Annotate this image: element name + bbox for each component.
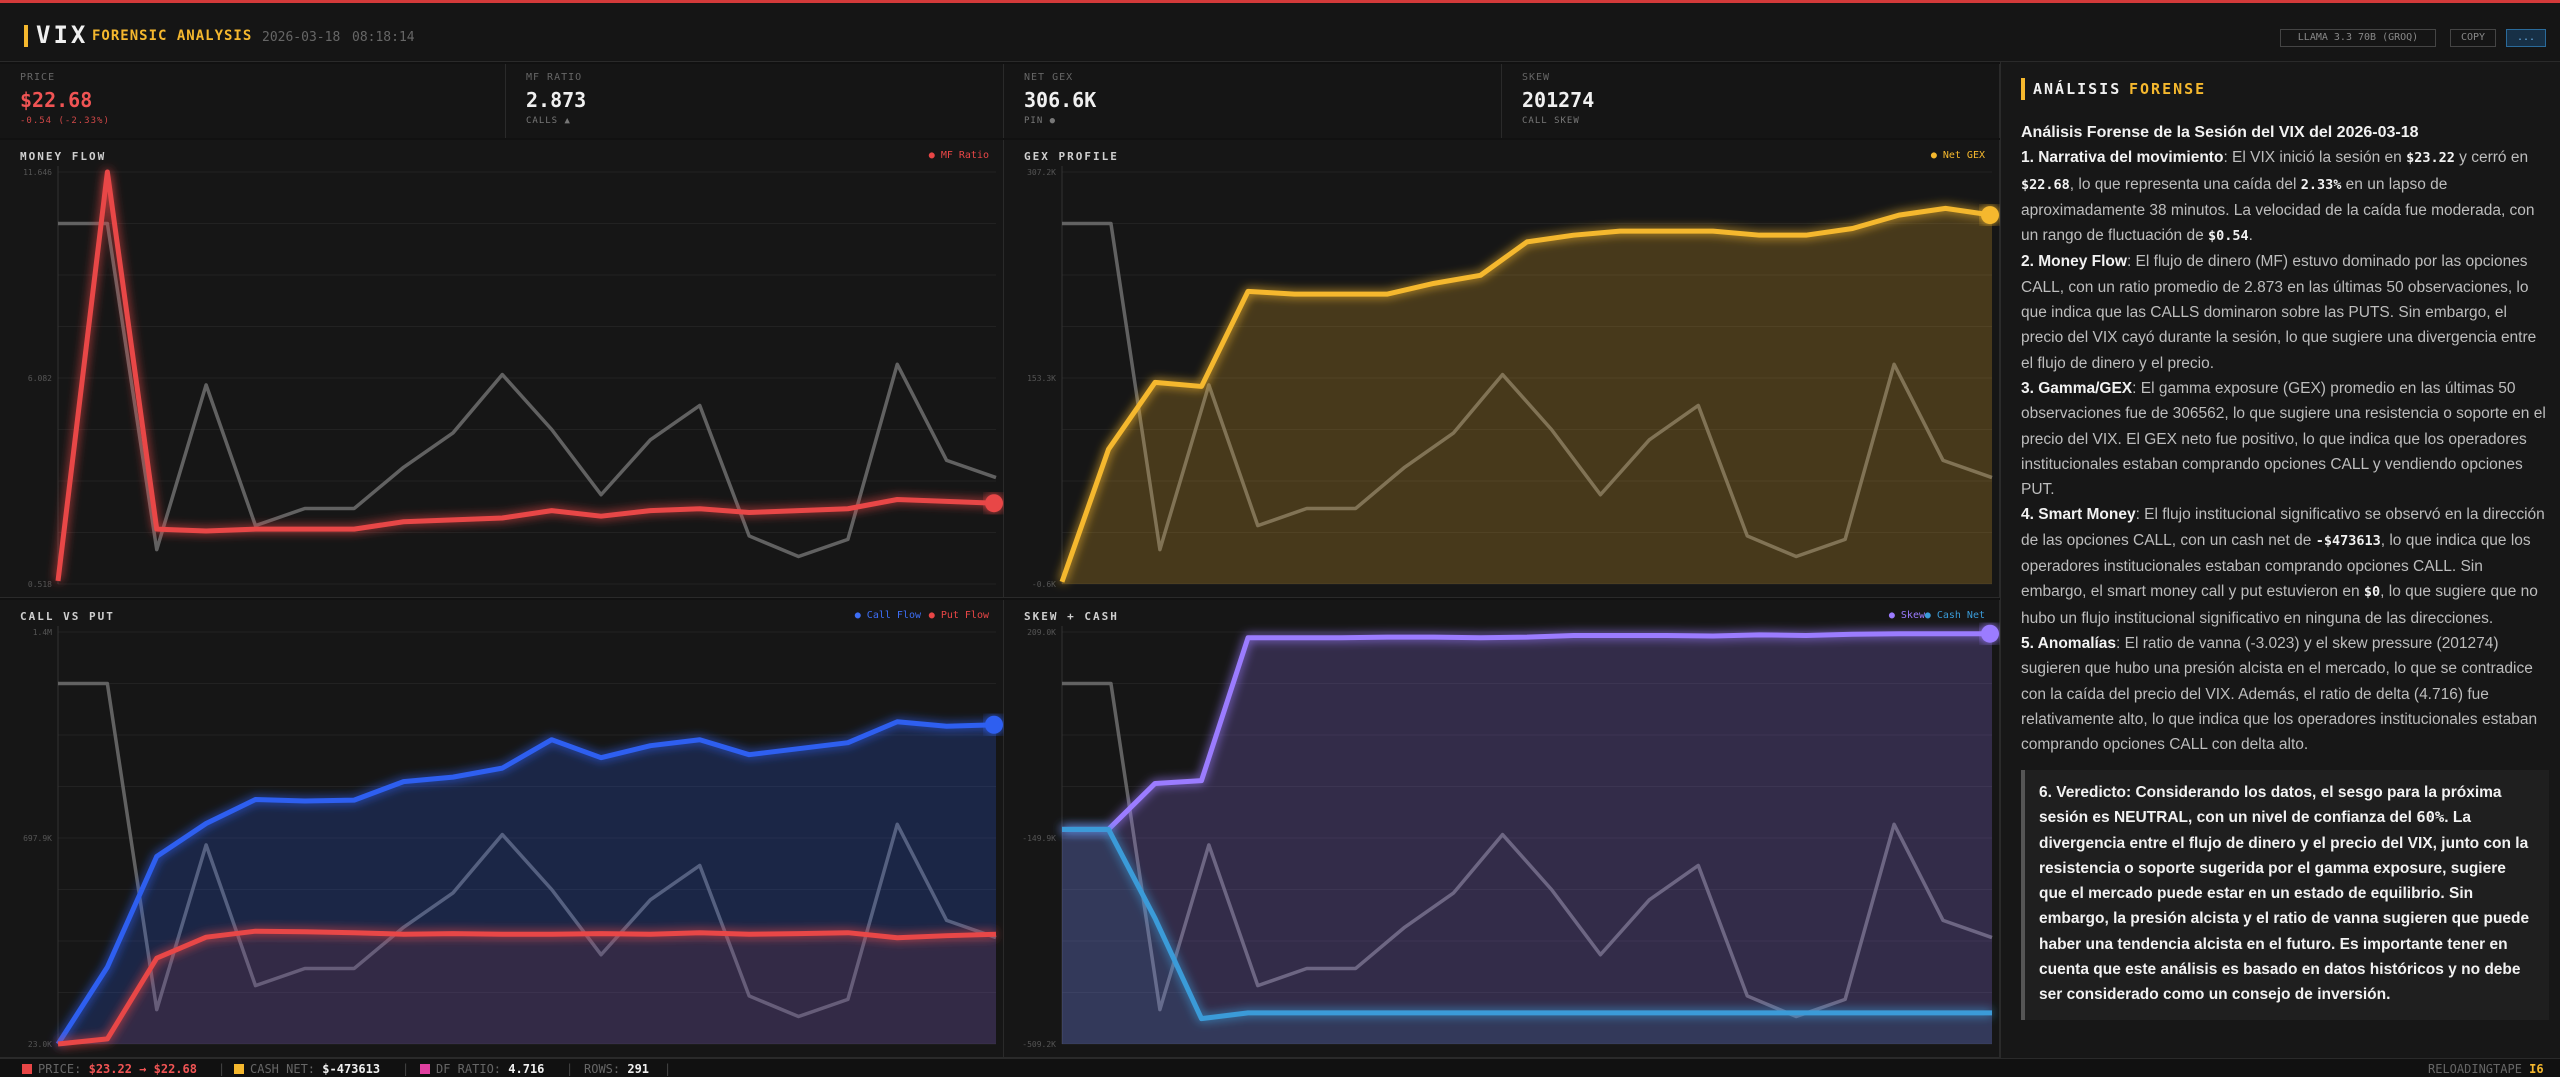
status-price: PRICE: $23.22 → $22.68 [22, 1062, 197, 1076]
series-endpoint-dot [985, 494, 1003, 513]
model-selector-button[interactable]: LLAMA 3.3 70B (GROQ) [2280, 29, 2436, 47]
session-date: 2026-03-18 [262, 30, 341, 45]
gex-profile-chart: 307.2K 153.3K -0.6K [1027, 166, 1999, 589]
y-tick-label: 153.3K [1027, 374, 1056, 383]
panel-title: MONEY FLOW [20, 150, 107, 163]
y-tick-label: -149.9K [1022, 834, 1056, 843]
analysis-paragraph-3: 3. Gamma/GEX: El gamma exposure (GEX) pr… [2021, 379, 2546, 499]
background-series-line [58, 681, 997, 1019]
series-area [1062, 633, 1992, 1044]
legend-cash-net: ● Cash Net [1924, 610, 1985, 621]
legend-call-flow: ● Call Flow [854, 610, 921, 621]
series-endpoint-dot [1981, 624, 1999, 643]
y-tick-label: 307.2K [1027, 168, 1056, 177]
stat-label: SKEW [1522, 72, 1551, 83]
analysis-paragraph-1: 1. Narrativa del movimiento: El VIX inic… [2021, 149, 2535, 245]
money-flow-chart: 11.646 6.082 0.518 [23, 166, 1003, 589]
legend-net-gex: ● Net GEX [1930, 150, 1985, 161]
status-right: RELOADINGTAPE I6 [2428, 1062, 2544, 1076]
verdict-block: 6. Veredicto: Considerando los datos, el… [2021, 770, 2549, 1020]
analysis-paragraph-5: 5. Anomalías: El ratio de vanna (-3.023)… [2021, 634, 2538, 754]
app-title: VIX [36, 21, 89, 49]
stat-sub: CALL SKEW [1522, 116, 1580, 126]
analysis-title: ANÁLISIS [2033, 80, 2122, 98]
stat-card-net-gex: NET GEX 306.6K PIN ● [1004, 64, 1502, 138]
background-series-line [58, 221, 997, 559]
stat-card-skew: SKEW 201274 CALL SKEW [1502, 64, 2000, 138]
series-endpoint-dot [1981, 206, 1999, 225]
stat-sub: CALLS ▲ [526, 116, 571, 126]
stat-sub: PIN ● [1024, 116, 1057, 126]
analysis-body: Análisis Forense de la Sesión del VIX de… [2021, 120, 2546, 757]
series-area [1062, 829, 1992, 1044]
stat-value: 201274 [1522, 88, 1595, 112]
title-accent-bar [24, 25, 28, 47]
skew-cash-panel: 209.0K -149.9K -509.2K SKEW + CASH ● Skew … [1004, 600, 2000, 1058]
copy-button[interactable]: COPY [2450, 29, 2496, 47]
y-tick-label: 1.4M [33, 628, 52, 637]
y-tick-label: 209.0K [1027, 628, 1056, 637]
series-line [57, 928, 997, 1047]
status-df-ratio: DF RATIO: 4.716 [420, 1062, 544, 1076]
series-line [55, 719, 997, 1046]
legend-mf-ratio: ● MF Ratio [928, 150, 989, 161]
call-vs-put-chart: 1.4M 697.9K 23.0K [23, 626, 1003, 1049]
y-tick-label: 11.646 [23, 168, 52, 177]
y-tick-label: 23.0K [28, 1040, 52, 1049]
df-swatch-icon [420, 1064, 430, 1074]
status-bar: PRICE: $23.22 → $22.68 | CASH NET: $-473… [0, 1058, 2560, 1077]
top-bar: VIX FORENSIC ANALYSIS 2026-03-18 08:18:1… [0, 0, 2560, 62]
money-flow-panel: 11.646 6.082 0.518 MONEY FLOW ● MF Ratio [0, 140, 1004, 598]
analysis-heading: Análisis Forense de la Sesión del VIX de… [2021, 124, 2419, 141]
stat-value: 2.873 [526, 88, 587, 112]
series-line [1062, 826, 1992, 1022]
price-swatch-icon [22, 1064, 32, 1074]
stat-label: NET GEX [1024, 72, 1074, 83]
call-vs-put-panel: 1.4M 697.9K 23.0K CALL VS PUT ● Call Flow … [0, 600, 1004, 1058]
analysis-paragraph-2: 2. Money Flow: El flujo de dinero (MF) e… [2021, 253, 2537, 372]
y-tick-label: -0.6K [1032, 580, 1056, 589]
stat-card-price: PRICE $22.68 -0.54 (-2.33%) [0, 64, 506, 138]
stat-value: 306.6K [1024, 88, 1097, 112]
y-tick-label: 6.082 [28, 374, 52, 383]
y-tick-label: 0.518 [28, 580, 52, 589]
stat-value: $22.68 [20, 88, 93, 112]
series-line [1062, 631, 1992, 832]
stat-card-mf-ratio: MF RATIO 2.873 CALLS ▲ [506, 64, 1004, 138]
legend-put-flow: ● Put Flow [928, 610, 989, 621]
background-series-line [1062, 221, 1993, 559]
analysis-panel: ANÁLISIS FORENSE Análisis Forense de la … [2000, 62, 2560, 1058]
y-tick-label: 697.9K [23, 834, 52, 843]
analysis-paragraph-4: 4. Smart Money: El flujo institucional s… [2021, 506, 2545, 627]
series-endpoint-dot [985, 715, 1003, 734]
status-rows: ROWS: 291 [584, 1062, 650, 1076]
status-cash-net: CASH NET: $-473613 [234, 1062, 380, 1076]
app-subtitle: FORENSIC ANALYSIS [92, 28, 253, 44]
legend-skew: ● Skew [1888, 610, 1925, 621]
stat-label: MF RATIO [526, 72, 583, 83]
cash-swatch-icon [234, 1064, 244, 1074]
y-tick-label: -509.2K [1022, 1040, 1056, 1049]
background-series-line [1062, 681, 1993, 1019]
series-area [58, 931, 996, 1044]
stat-label: PRICE [20, 72, 56, 83]
series-line [1059, 205, 1993, 583]
analysis-accent-bar [2021, 78, 2025, 100]
stat-sub: -0.54 (-2.33%) [20, 116, 110, 126]
session-time: 08:18:14 [352, 30, 415, 45]
panel-title: CALL VS PUT [20, 610, 115, 623]
gex-profile-panel: 307.2K 153.3K -0.6K GEX PROFILE ● Net GEX [1004, 140, 2000, 598]
series-line [55, 169, 997, 582]
panel-title: GEX PROFILE [1024, 150, 1119, 163]
panel-title: SKEW + CASH [1024, 610, 1119, 623]
skew-cash-chart: 209.0K -149.9K -509.2K [1022, 624, 1999, 1049]
more-options-button[interactable]: ... [2506, 29, 2546, 47]
analysis-title-highlight: FORENSE [2129, 80, 2207, 98]
series-area [1062, 208, 1992, 584]
